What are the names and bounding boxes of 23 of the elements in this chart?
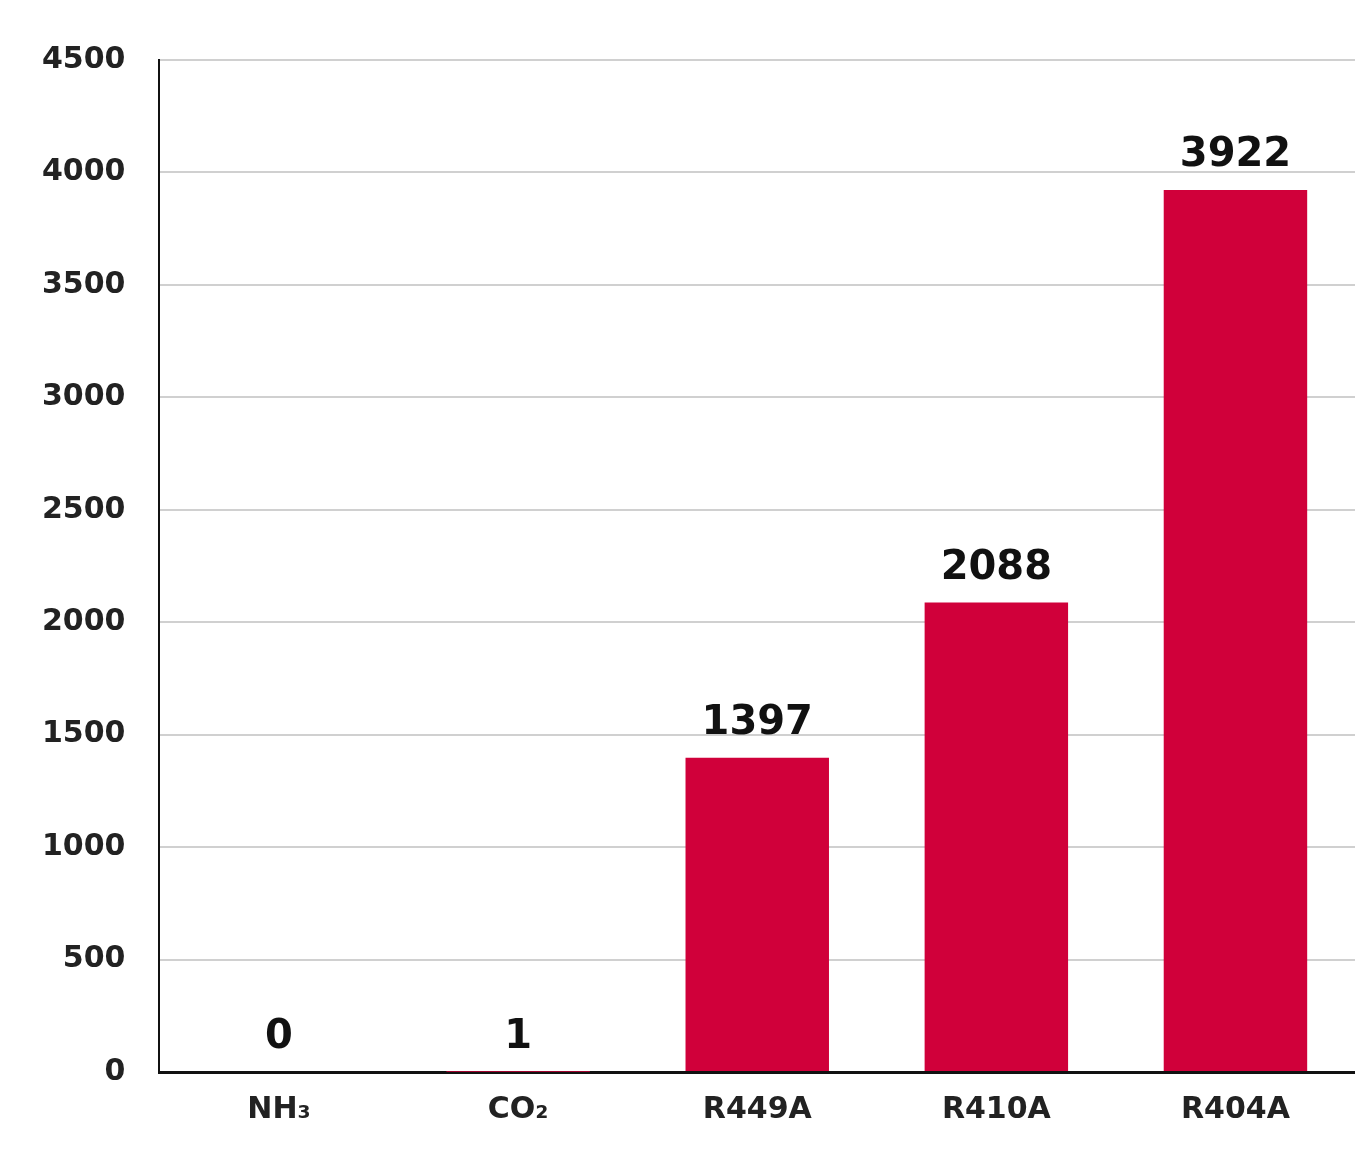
data-label: 1 (504, 1011, 533, 1058)
x-tick-label: CO₂ (487, 1089, 549, 1125)
y-tick-label: 4000 (42, 152, 126, 188)
bar (924, 602, 1069, 1071)
y-tick-label: 1500 (42, 714, 126, 750)
x-tick-label: R404A (1180, 1089, 1291, 1125)
y-tick-label: 0 (104, 1051, 126, 1087)
x-tick-label: NH₃ (247, 1089, 311, 1125)
y-tick-label: 3000 (42, 377, 126, 413)
y-tick-label: 500 (62, 939, 126, 975)
y-tick-label: 2000 (42, 602, 126, 638)
bar (685, 757, 829, 1071)
y-tick-label: 4500 (42, 39, 126, 75)
x-tick-label: R449A (702, 1089, 813, 1125)
bar (1163, 189, 1308, 1071)
x-tick-label: R410A (941, 1089, 1052, 1125)
data-label: 3922 (1179, 129, 1292, 176)
y-tick-label: 1000 (42, 826, 126, 862)
data-label: 1397 (701, 697, 813, 744)
y-tick-label: 3500 (42, 264, 126, 300)
y-tick-label: 2500 (42, 489, 126, 525)
data-label: 2088 (940, 541, 1053, 588)
data-label: 0 (265, 1011, 293, 1058)
